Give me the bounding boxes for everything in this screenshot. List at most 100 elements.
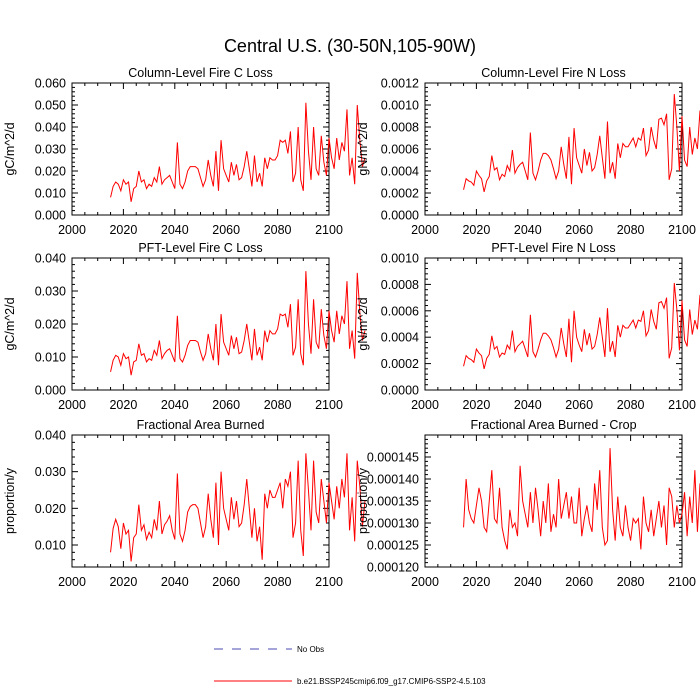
y-tick-label: 0.0000 [381, 209, 419, 223]
x-tick-label: 2100 [668, 575, 696, 589]
x-tick-label: 2100 [315, 398, 343, 412]
y-tick-label: 0.040 [35, 121, 66, 135]
y-tick-label: 0.000120 [367, 561, 419, 575]
y-tick-label: 0.040 [35, 252, 66, 266]
x-tick-label: 2080 [617, 575, 645, 589]
y-tick-label: 0.030 [35, 285, 66, 299]
x-tick-label: 2020 [462, 223, 490, 237]
y-tick-label: 0.000125 [367, 539, 419, 553]
x-tick-label: 2040 [161, 223, 189, 237]
x-tick-label: 2000 [411, 223, 439, 237]
x-tick-label: 2040 [161, 575, 189, 589]
plot-frame [424, 257, 683, 391]
x-tick-label: 2100 [315, 223, 343, 237]
panel-title: PFT-Level Fire N Loss [491, 241, 615, 255]
y-tick-label: 0.030 [35, 143, 66, 157]
y-tick-label: 0.0000 [381, 384, 419, 398]
y-axis-label: gN/m^2/d [356, 297, 370, 350]
x-tick-label: 2000 [58, 398, 86, 412]
x-tick-label: 2060 [212, 223, 240, 237]
x-tick-label: 2040 [161, 398, 189, 412]
x-tick-label: 2000 [411, 575, 439, 589]
y-tick-label: 0.000 [35, 209, 66, 223]
x-tick-label: 2020 [109, 223, 137, 237]
legend: No Obs b.e21.BSSP245cmip6.f09_g17.CMIP6-… [214, 645, 486, 686]
x-tick-label: 2060 [565, 575, 593, 589]
x-tick-label: 2040 [514, 398, 542, 412]
chart-panels: Column-Level Fire C Loss 2000 2020 2040 2060… [3, 66, 700, 589]
plot-frame [71, 434, 330, 568]
y-axis-label: proportion/y [3, 467, 17, 534]
y-tick-label: 0.0004 [381, 165, 419, 179]
series-line-fractional-area-burned-crop [463, 448, 700, 550]
y-axis-label: gN/m^2/d [356, 122, 370, 175]
y-tick-label: 0.000130 [367, 517, 419, 531]
x-tick-label: 2020 [109, 398, 137, 412]
y-tick-label: 0.000140 [367, 473, 419, 487]
figure-title: Central U.S. (30-50N,105-90W) [224, 36, 476, 56]
y-tick-label: 0.0010 [381, 99, 419, 113]
y-tick-label: 0.060 [35, 77, 66, 91]
x-tick-label: 2060 [212, 575, 240, 589]
panel-column-level-fire-c-loss: Column-Level Fire C Loss 2000 2020 2040 2060… [3, 66, 366, 237]
y-tick-label: 0.010 [35, 351, 66, 365]
y-tick-label: 0.010 [35, 539, 66, 553]
y-axis-label: proportion/y [356, 467, 370, 534]
panel-title: PFT-Level Fire C Loss [138, 241, 262, 255]
series-line-column-level-fire-c-loss [110, 102, 366, 202]
y-tick-label: 0.0006 [381, 304, 419, 318]
x-tick-label: 2080 [617, 398, 645, 412]
x-tick-label: 2020 [462, 398, 490, 412]
x-tick-label: 2100 [315, 575, 343, 589]
x-tick-label: 2060 [565, 398, 593, 412]
y-tick-label: 0.0004 [381, 331, 419, 345]
x-tick-label: 2000 [411, 398, 439, 412]
x-tick-label: 2060 [212, 398, 240, 412]
legend-label-series: b.e21.BSSP245cmip6.f09_g17.CMIP6-SSP2-4.… [297, 677, 486, 686]
x-tick-label: 2040 [514, 223, 542, 237]
panel-fractional-area-burned-crop: Fractional Area Burned - Crop 2000 2020 204… [356, 418, 700, 589]
y-tick-label: 0.0002 [381, 187, 419, 201]
panel-pft-level-fire-n-loss: PFT-Level Fire N Loss 2000 2020 2040 2060 208… [356, 241, 700, 412]
legend-label-no-obs: No Obs [297, 645, 324, 654]
y-axis-label: gC/m^2/d [3, 122, 17, 175]
x-tick-label: 2080 [264, 398, 292, 412]
x-tick-label: 2100 [668, 223, 696, 237]
series-line-column-level-fire-n-loss [463, 93, 700, 193]
x-tick-label: 2020 [109, 575, 137, 589]
panel-column-level-fire-n-loss: Column-Level Fire N Loss 2000 2020 2040 2060… [356, 66, 700, 237]
panel-title: Fractional Area Burned [137, 418, 265, 432]
y-tick-label: 0.0012 [381, 77, 419, 91]
y-tick-label: 0.030 [35, 465, 66, 479]
x-tick-label: 2000 [58, 575, 86, 589]
series-line-pft-level-fire-c-loss [110, 271, 366, 376]
y-tick-label: 0.000135 [367, 495, 419, 509]
y-tick-label: 0.050 [35, 99, 66, 113]
y-tick-label: 0.040 [35, 429, 66, 443]
x-tick-label: 2060 [565, 223, 593, 237]
series-line-fractional-area-burned [110, 453, 366, 562]
y-tick-label: 0.020 [35, 165, 66, 179]
plot-frame [71, 82, 330, 216]
y-tick-label: 0.020 [35, 318, 66, 332]
y-tick-label: 0.000145 [367, 451, 419, 465]
panel-title: Column-Level Fire N Loss [481, 66, 626, 80]
panel-pft-level-fire-c-loss: PFT-Level Fire C Loss 2000 2020 2040 2060 208… [3, 241, 366, 412]
y-tick-label: 0.0002 [381, 357, 419, 371]
x-tick-label: 2000 [58, 223, 86, 237]
y-tick-label: 0.010 [35, 187, 66, 201]
x-tick-label: 2020 [462, 575, 490, 589]
x-tick-label: 2080 [617, 223, 645, 237]
series-line-pft-level-fire-n-loss [463, 283, 700, 369]
panel-title: Column-Level Fire C Loss [128, 66, 273, 80]
y-tick-label: 0.0008 [381, 278, 419, 292]
x-tick-label: 2040 [514, 575, 542, 589]
x-tick-label: 2100 [668, 398, 696, 412]
x-tick-label: 2080 [264, 575, 292, 589]
y-tick-label: 0.0008 [381, 121, 419, 135]
y-tick-label: 0.020 [35, 502, 66, 516]
y-axis-label: gC/m^2/d [3, 297, 17, 350]
y-tick-label: 0.0010 [381, 252, 419, 266]
panel-fractional-area-burned: Fractional Area Burned 2000 2020 2040 2060 20… [3, 418, 366, 589]
panel-title: Fractional Area Burned - Crop [470, 418, 636, 432]
